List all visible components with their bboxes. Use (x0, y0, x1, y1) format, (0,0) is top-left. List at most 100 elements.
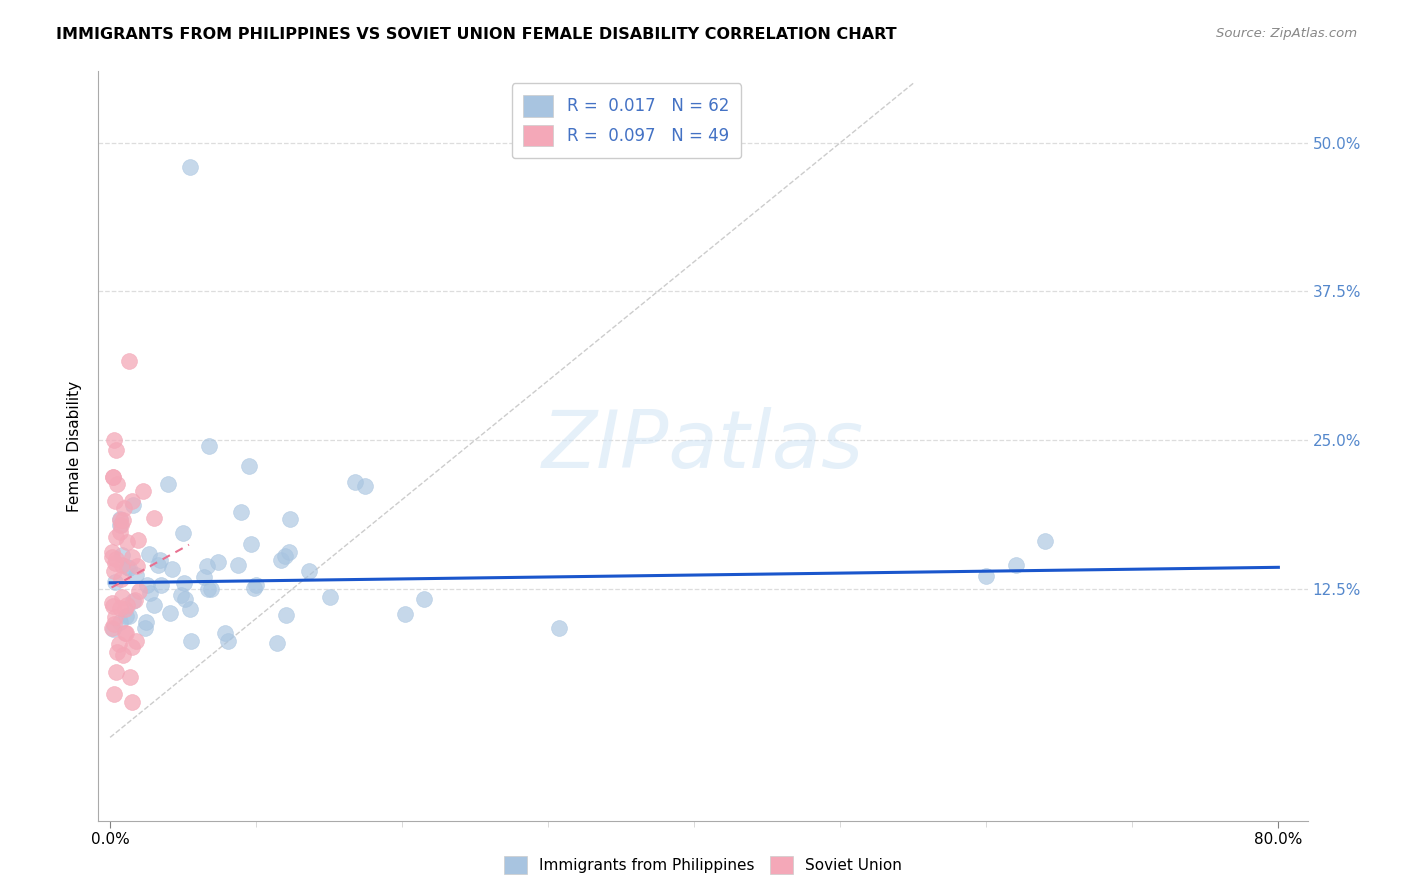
Point (121, 594, 143, 608)
Text: ZIPatlas: ZIPatlas (541, 407, 865, 485)
Point (103, 494, 125, 508)
Point (280, 511, 302, 525)
Point (100, 621, 122, 635)
Point (150, 578, 173, 592)
Point (412, 592, 434, 607)
Point (124, 634, 146, 648)
Point (114, 501, 136, 516)
Point (117, 354, 139, 368)
Point (103, 564, 125, 578)
Point (179, 160, 201, 174)
Legend: R =  0.017   N = 62, R =  0.097   N = 49: R = 0.017 N = 62, R = 0.097 N = 49 (512, 84, 741, 158)
Point (1033, 534, 1056, 549)
Point (118, 609, 141, 624)
Point (101, 622, 124, 636)
Point (242, 581, 264, 595)
Point (207, 555, 229, 569)
Point (101, 549, 124, 564)
Point (104, 551, 127, 566)
Point (226, 558, 249, 572)
Point (125, 567, 148, 582)
Point (143, 598, 166, 612)
Point (229, 505, 252, 519)
Point (110, 518, 132, 533)
Point (103, 433, 125, 447)
Point (108, 511, 131, 525)
Point (240, 537, 263, 551)
Point (103, 687, 125, 701)
Point (127, 533, 149, 548)
Point (197, 582, 219, 597)
Point (214, 625, 236, 640)
Point (298, 564, 321, 578)
Point (173, 576, 195, 591)
Point (1004, 558, 1026, 572)
Point (548, 621, 571, 635)
Point (270, 553, 292, 567)
Point (162, 562, 184, 576)
Point (103, 616, 125, 631)
Point (108, 524, 131, 539)
Point (101, 599, 124, 614)
Point (198, 439, 221, 453)
Point (169, 588, 191, 602)
Point (104, 442, 127, 457)
Point (157, 477, 180, 491)
Point (139, 586, 162, 600)
Point (121, 695, 143, 709)
Point (112, 513, 135, 527)
Point (394, 607, 416, 622)
Point (111, 590, 134, 604)
Point (104, 609, 127, 624)
Point (108, 518, 131, 533)
Point (274, 607, 297, 622)
Point (174, 592, 197, 607)
Point (111, 558, 134, 573)
Point (104, 574, 127, 589)
Point (195, 558, 218, 573)
Y-axis label: Female Disability: Female Disability (67, 380, 83, 512)
Point (110, 572, 132, 586)
Point (274, 549, 297, 564)
Point (146, 558, 169, 573)
Point (108, 636, 131, 650)
Point (217, 634, 239, 648)
Point (179, 602, 201, 616)
Point (974, 569, 997, 583)
Point (121, 550, 143, 565)
Point (238, 459, 260, 474)
Point (354, 478, 377, 492)
Point (131, 483, 153, 498)
Point (343, 475, 366, 490)
Point (142, 510, 165, 524)
Point (200, 582, 222, 596)
Point (124, 592, 146, 607)
Point (319, 590, 342, 604)
Point (121, 640, 143, 654)
Point (101, 470, 124, 484)
Legend: Immigrants from Philippines, Soviet Union: Immigrants from Philippines, Soviet Unio… (498, 850, 908, 880)
Point (104, 557, 127, 571)
Point (108, 615, 131, 629)
Point (103, 469, 125, 483)
Point (135, 577, 157, 591)
Point (104, 665, 127, 680)
Point (159, 606, 181, 620)
Point (266, 636, 288, 650)
Point (278, 544, 301, 558)
Point (120, 670, 142, 684)
Point (111, 648, 134, 662)
Point (114, 625, 136, 640)
Point (115, 560, 138, 574)
Point (114, 602, 136, 616)
Point (100, 596, 122, 610)
Point (125, 558, 148, 573)
Point (114, 608, 136, 623)
Point (245, 577, 267, 591)
Point (172, 525, 194, 540)
Point (104, 530, 127, 544)
Point (134, 621, 156, 635)
Point (135, 615, 157, 629)
Point (149, 553, 172, 567)
Point (138, 547, 160, 561)
